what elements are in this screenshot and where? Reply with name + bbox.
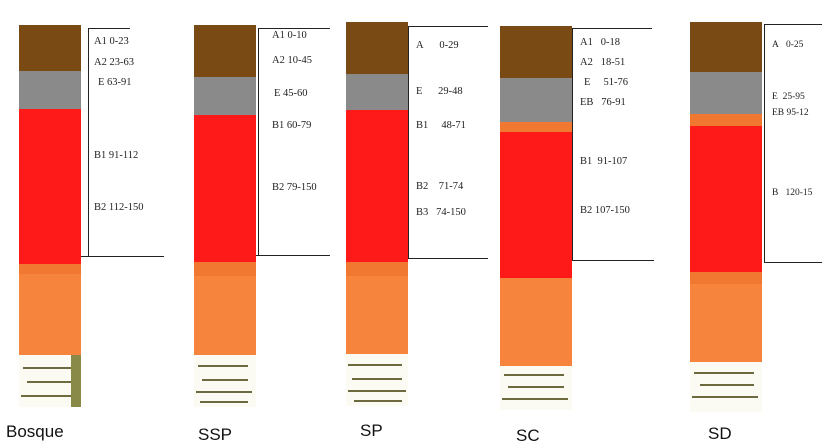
horizon-label: B1 91-107 (580, 156, 628, 167)
horizon-label: EB 76-91 (580, 97, 626, 108)
horizon-a-layer (346, 22, 408, 74)
horizon-label: A1 0-10 (272, 30, 307, 41)
transition-zone (19, 264, 81, 274)
label-box-top-line (88, 28, 130, 29)
label-box-bottom-line (81, 256, 164, 257)
profile-sp: A 0-29 E 29-48 B1 48-71 B2 71-74 B3 74-1… (340, 0, 490, 444)
horizon-label: B2 71-74 (416, 181, 464, 192)
profile-ssp: A1 0-10 A2 10-45 E 45-60 B1 60-79 B2 79-… (190, 0, 340, 444)
transition-zone (346, 262, 408, 276)
horizon-label: B2 107-150 (580, 205, 630, 216)
horizon-label: A1 0-18 (580, 37, 620, 48)
profile-name: SP (360, 421, 383, 440)
horizon-label: E 25-95 (772, 92, 805, 102)
label-box-top-line (408, 26, 488, 27)
horizon-b-layer (500, 132, 572, 278)
horizon-e-layer (346, 74, 408, 110)
label-box-bottom-line (572, 260, 654, 261)
label-box-top-line (258, 28, 330, 29)
horizon-a-layer (19, 25, 81, 71)
horizon-label: B2 112-150 (94, 202, 144, 213)
parent-material-layer (690, 362, 762, 412)
profile-name: SSP (198, 425, 233, 444)
horizon-label: A 0-25 (772, 40, 804, 50)
profile-name: SC (516, 426, 540, 445)
subsoil-layer (500, 278, 572, 366)
parent-material-layer (194, 355, 256, 407)
parent-material-layer (346, 354, 408, 406)
soil-column (690, 22, 762, 412)
horizon-label: A2 23-63 (94, 57, 134, 68)
label-box-divider (764, 24, 765, 262)
horizon-label: A2 18-51 (580, 57, 626, 68)
label-box-top-line (764, 24, 822, 25)
profile-sc: A1 0-18 A2 18-51 E 51-76 EB 76-91 B1 91-… (490, 0, 660, 445)
label-box-bottom-line (764, 262, 822, 263)
label-box-divider (408, 26, 409, 258)
subsoil-layer (194, 276, 256, 355)
horizon-a-layer (690, 22, 762, 72)
soil-column (194, 25, 256, 407)
horizon-e-layer (19, 71, 81, 109)
horizon-b-layer (194, 115, 256, 262)
horizon-label: B1 91-112 (94, 150, 139, 161)
subsoil-layer (346, 276, 408, 354)
horizon-label: B3 74-150 (416, 207, 466, 218)
profile-name: SD (708, 424, 732, 443)
horizon-e-layer (690, 72, 762, 114)
horizon-label: E 45-60 (274, 88, 308, 99)
subsoil-layer (19, 274, 81, 355)
horizon-a-layer (500, 26, 572, 78)
horizon-label: A1 0-23 (94, 36, 129, 47)
parent-material-layer (500, 366, 572, 410)
horizon-label: B2 79-150 (272, 182, 317, 193)
profile-name: Bosque (6, 422, 64, 441)
horizon-label: B1 60-79 (272, 120, 312, 131)
horizon-eb-layer (500, 122, 572, 132)
horizon-e-layer (500, 78, 572, 122)
label-box-divider (258, 28, 259, 256)
horizon-label: EB 95-12 (772, 108, 809, 118)
label-box-divider (88, 28, 89, 256)
horizon-b-layer (19, 109, 81, 264)
horizon-label: B 120-15 (772, 188, 813, 198)
horizon-label: E 51-76 (584, 77, 629, 88)
horizon-label: B1 48-71 (416, 120, 466, 131)
horizon-label: A2 10-45 (272, 55, 312, 66)
label-box-top-line (572, 28, 652, 29)
horizon-label: E 63-91 (98, 77, 132, 88)
transition-zone (194, 262, 256, 276)
transition-zone (690, 272, 762, 284)
subsoil-layer (690, 284, 762, 362)
profile-sd: A 0-25 E 25-95 EB 95-12 B 120-15 SD (680, 0, 822, 444)
horizon-b-layer (346, 110, 408, 262)
horizon-b-layer (690, 126, 762, 272)
horizon-a-layer (194, 25, 256, 77)
profile-bosque: A1 0-23 A2 23-63 E 63-91 B1 91-112 B2 11… (0, 0, 170, 444)
label-box-bottom-line (408, 258, 488, 259)
soil-column (19, 25, 81, 407)
soil-column (500, 26, 572, 410)
horizon-label: E 29-48 (416, 86, 463, 97)
label-box-divider (572, 28, 573, 260)
soil-column (346, 22, 408, 406)
label-box-bottom-line (256, 255, 330, 256)
horizon-eb-layer (690, 114, 762, 126)
horizon-label: A 0-29 (416, 40, 459, 51)
horizon-e-layer (194, 77, 256, 115)
